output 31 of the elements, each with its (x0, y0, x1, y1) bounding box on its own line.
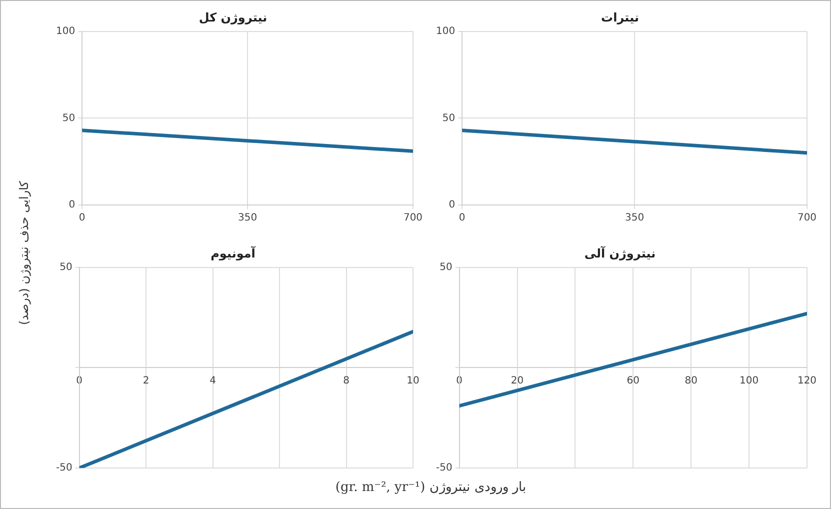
y-tick-label: 100 (56, 26, 76, 37)
chart-title: نیتروژن آلی (584, 245, 656, 260)
y-tick-label: 50 (442, 112, 456, 124)
x-tick-label: 60 (626, 375, 640, 386)
y-tick-label: 0 (68, 200, 76, 211)
x-axis-title: بار ورودی نیتروژن (gr. m⁻², yr⁻¹) (334, 479, 528, 495)
y-tick-label: 0 (448, 200, 456, 211)
x-tick-label: 0 (78, 212, 86, 224)
x-tick-label: 350 (238, 212, 258, 224)
x-tick-label: 8 (343, 375, 350, 386)
y-axis-title: کارایی حذف نیتروژن (درصد) (17, 180, 31, 328)
x-tick-label: 2 (142, 375, 150, 386)
y-tick-label: 100 (436, 26, 456, 37)
x-tick-label: 700 (797, 212, 817, 224)
x-tick-label: 80 (684, 375, 698, 386)
y-tick-label: 50 (440, 262, 452, 273)
x-tick-label: 350 (624, 212, 644, 224)
y-tick-label: -50 (56, 462, 72, 474)
x-tick-label: 100 (740, 375, 759, 386)
y-tick-label: -50 (436, 462, 452, 474)
x-tick-label: 120 (797, 375, 817, 386)
chart-title: آمونیوم (210, 245, 256, 260)
x-tick-label: 20 (510, 375, 524, 386)
x-tick-label: 700 (403, 212, 423, 224)
x-tick-label: 10 (406, 375, 420, 386)
y-tick-label: 50 (62, 112, 76, 124)
y-tick-label: 50 (60, 262, 72, 273)
x-tick-label: 4 (210, 375, 216, 386)
chart-title: نیتروژن کل (198, 10, 268, 24)
x-tick-label: 0 (458, 212, 466, 224)
chart-title: نیترات (601, 10, 639, 24)
